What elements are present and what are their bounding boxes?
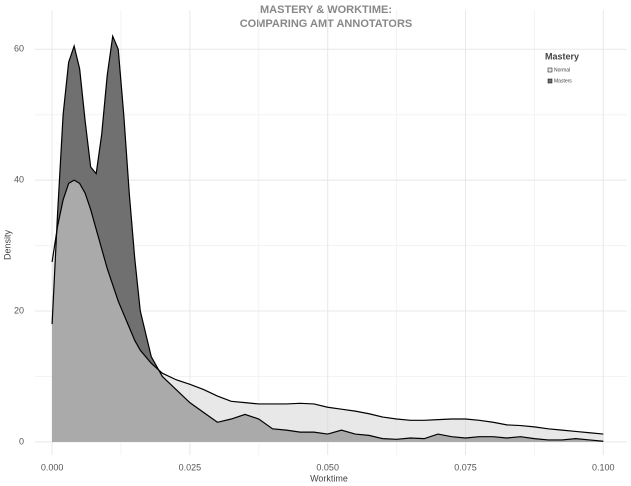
chart-title: COMPARING AMT ANNOTATORS	[240, 18, 413, 30]
density-line	[51, 179, 604, 435]
y-tick-label: 20	[14, 305, 24, 315]
legend-title: Mastery	[545, 51, 579, 61]
legend-label: Masters	[554, 78, 572, 84]
y-tick-label: 0	[19, 436, 24, 446]
density-line	[51, 33, 604, 442]
chart-title: MASTERY & WORKTIME:	[260, 4, 392, 16]
x-tick-label: 0.050	[316, 462, 339, 472]
y-tick-label: 40	[14, 175, 24, 185]
legend-swatch	[547, 78, 553, 84]
legend-swatch	[547, 67, 553, 73]
y-axis-label: Density	[2, 229, 12, 260]
x-tick-label: 0.075	[454, 462, 477, 472]
x-tick-label: 0.000	[41, 462, 64, 472]
legend-label: Normal	[554, 67, 570, 73]
x-axis-label: Worktime	[310, 473, 348, 483]
x-tick-label: 0.025	[179, 462, 202, 472]
x-tick-label: 0.100	[592, 462, 615, 472]
y-tick-label: 60	[14, 44, 24, 54]
density-area	[52, 180, 604, 442]
